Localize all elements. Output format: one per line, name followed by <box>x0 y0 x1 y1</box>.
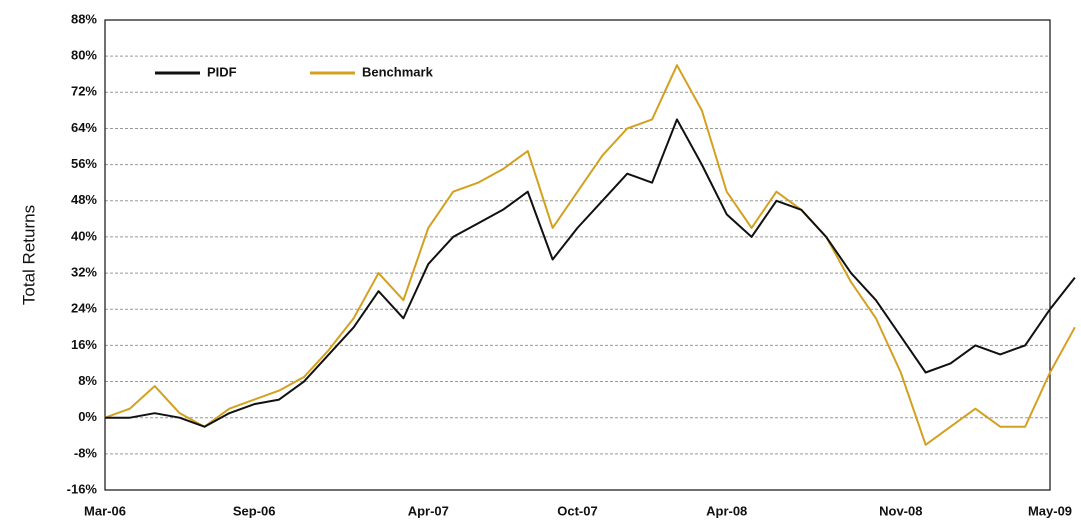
y-tick-label: 24% <box>71 301 97 316</box>
y-tick-label: 64% <box>71 120 97 135</box>
legend-label: PIDF <box>207 64 237 79</box>
y-tick-label: 48% <box>71 192 97 207</box>
plot-frame <box>104 19 1051 491</box>
x-tick-label: Mar-06 <box>84 503 126 518</box>
y-tick-label: 72% <box>71 84 97 99</box>
x-tick-label: Apr-07 <box>408 503 449 518</box>
y-tick-label: 40% <box>71 228 97 243</box>
x-tick-label: Nov-08 <box>879 503 922 518</box>
x-tick-label: Sep-06 <box>233 503 276 518</box>
series-line <box>105 118 1076 428</box>
y-tick-label: 16% <box>71 337 97 352</box>
x-tick-label: Apr-08 <box>706 503 747 518</box>
legend-label: Benchmark <box>362 64 434 79</box>
x-tick-label: Oct-07 <box>557 503 597 518</box>
y-axis-label: Total Returns <box>19 205 38 305</box>
y-tick-label: 88% <box>71 11 97 26</box>
y-tick-label: 32% <box>71 265 97 280</box>
y-tick-label: 56% <box>71 156 97 171</box>
y-tick-label: -16% <box>67 481 98 496</box>
y-tick-label: -8% <box>74 445 98 460</box>
x-tick-label: May-09 <box>1028 503 1072 518</box>
series-line <box>104 64 1076 446</box>
y-tick-label: 80% <box>71 48 97 63</box>
y-tick-label: 0% <box>78 409 97 424</box>
y-tick-label: 8% <box>78 373 97 388</box>
